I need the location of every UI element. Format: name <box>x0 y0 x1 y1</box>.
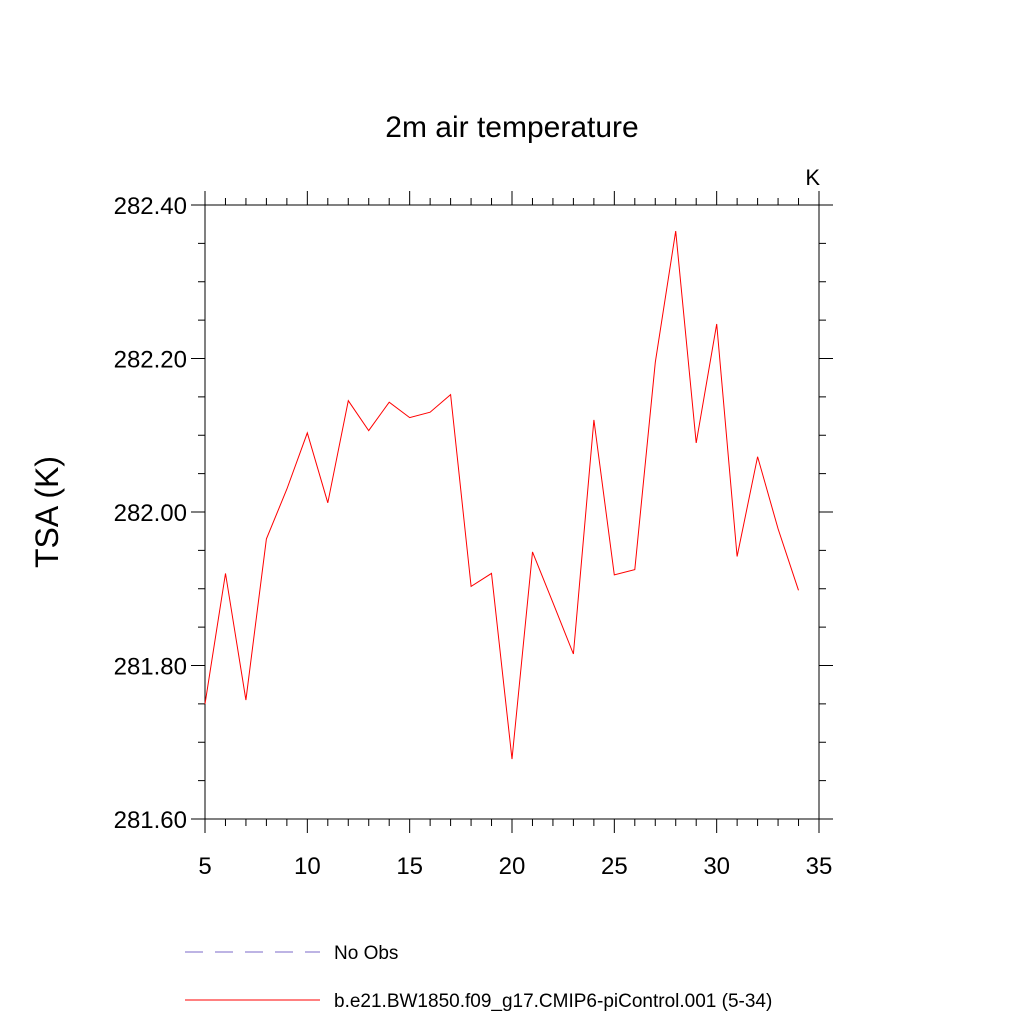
x-tick-label: 25 <box>601 853 628 880</box>
x-tick-label: 35 <box>806 853 833 880</box>
y-axis-ticks: 281.60 281.80 282.00 282.20 282.40 <box>114 193 833 834</box>
series-layer <box>204 231 799 760</box>
plot-frame <box>204 204 820 820</box>
x-tick-label: 20 <box>499 853 526 880</box>
y-tick-label: 281.60 <box>114 807 187 834</box>
y-axis-label: TSA (K) <box>29 456 65 568</box>
legend-label-1: b.e21.BW1850.f09_g17.CMIP6-piControl.001… <box>334 991 772 1012</box>
chart-title: 2m air temperature <box>385 111 638 144</box>
x-tick-label: 30 <box>703 853 730 880</box>
units-label: K <box>805 165 820 190</box>
y-tick-label: 282.40 <box>114 193 187 220</box>
y-tick-label: 282.00 <box>114 500 187 527</box>
y-tick-label: 281.80 <box>114 654 187 681</box>
legend-label-0: No Obs <box>334 943 398 964</box>
x-tick-label: 5 <box>198 853 211 880</box>
legend: No Obs b.e21.BW1850.f09_g17.CMIP6-piContr… <box>185 943 772 1012</box>
x-axis-ticks: 5 10 15 20 25 30 35 <box>198 191 832 880</box>
y-tick-label: 282.20 <box>114 347 187 374</box>
x-tick-label: 15 <box>396 853 423 880</box>
x-tick-label: 10 <box>294 853 321 880</box>
series-line-1 <box>204 231 799 760</box>
